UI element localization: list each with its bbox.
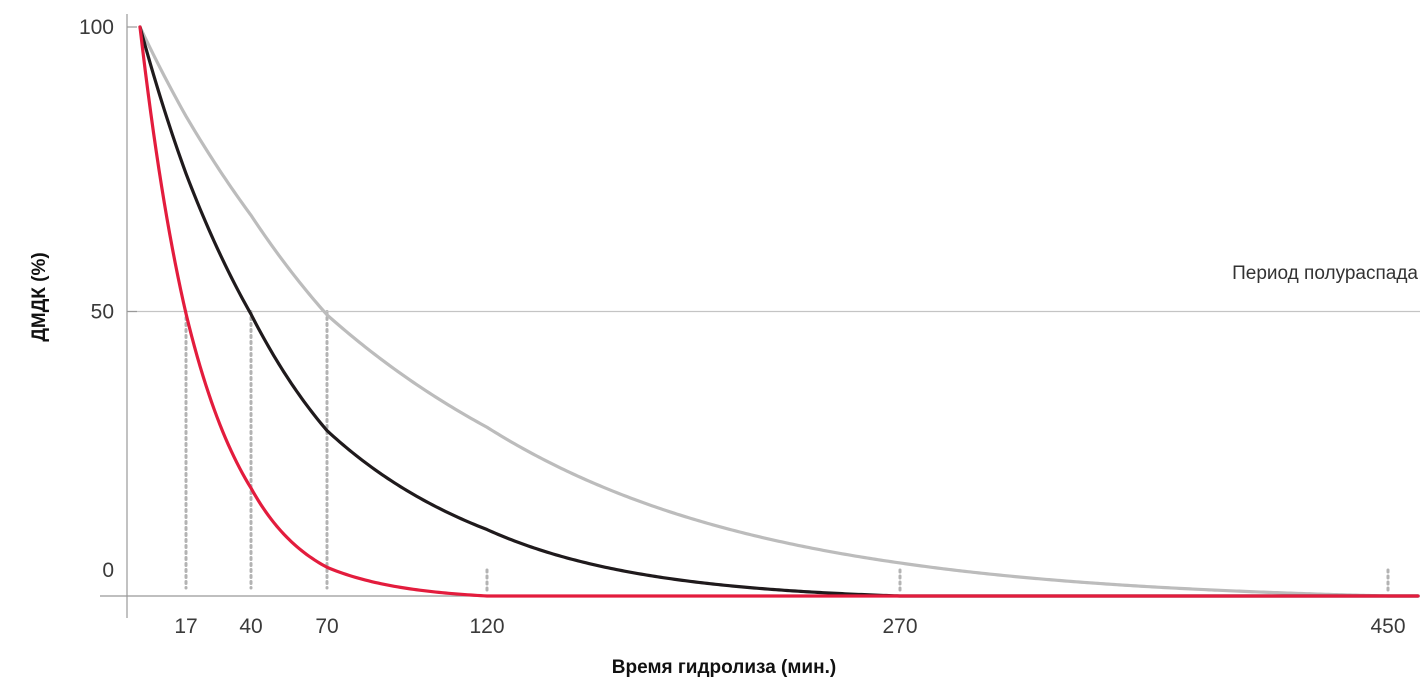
x-axis-title: Время гидролиза (мин.) <box>612 657 836 678</box>
marker-layer <box>184 310 1390 592</box>
y-tick-label: 100 <box>79 16 114 39</box>
series-line <box>138 25 1420 598</box>
x-tick-label: 120 <box>469 615 504 638</box>
x-tick-label: 40 <box>239 615 262 638</box>
labels-layer: 100 50 0 17 40 70 120 270 450 <box>79 16 1406 638</box>
y-tick-label: 50 <box>91 301 114 324</box>
x-tick-label: 17 <box>174 615 197 638</box>
axes-layer <box>100 14 1420 618</box>
x-tick-label: 450 <box>1370 615 1405 638</box>
series-line <box>138 25 1420 598</box>
y-tick-label: 0 <box>102 559 114 582</box>
half-life-label: Период полураспада <box>1232 263 1418 284</box>
series-layer <box>138 25 1420 598</box>
y-axis-title: ДМДК (%) <box>29 252 50 341</box>
x-tick-label: 70 <box>315 615 338 638</box>
x-tick-label: 270 <box>882 615 917 638</box>
